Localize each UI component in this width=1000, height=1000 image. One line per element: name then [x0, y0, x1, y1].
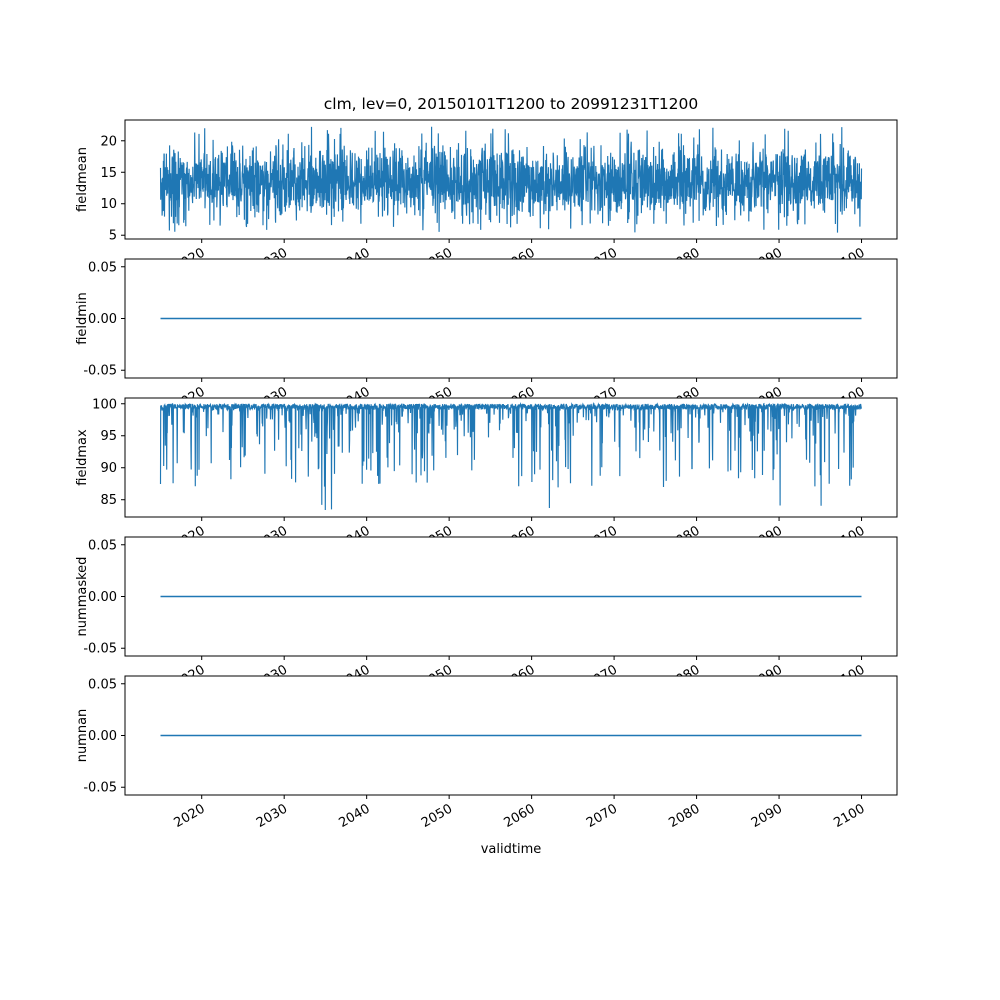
x-tick-label: 2030 — [254, 801, 290, 831]
y-tick-label: 0.00 — [88, 729, 117, 744]
x-tick-label: 2100 — [831, 662, 867, 692]
x-tick-label: 2060 — [501, 384, 537, 414]
x-tick-label: 2030 — [254, 523, 290, 553]
y-axis-title-fieldmean: fieldmean — [75, 147, 90, 212]
axes-background — [125, 398, 897, 517]
x-tick-label: 2050 — [419, 662, 455, 692]
x-tick-label: 2030 — [254, 662, 290, 692]
x-tick-label: 2100 — [831, 384, 867, 414]
x-tick-label: 2060 — [501, 245, 537, 275]
chart-title: clm, lev=0, 20150101T1200 to 20991231T12… — [323, 95, 699, 113]
x-tick-label: 2070 — [584, 662, 620, 692]
y-tick-label: -0.05 — [83, 364, 117, 379]
x-tick-label: 2070 — [584, 245, 620, 275]
x-tick-label: 2050 — [419, 384, 455, 414]
y-tick-label: 20 — [100, 134, 117, 149]
x-tick-label: 2060 — [501, 523, 537, 553]
y-tick-label: 5 — [109, 229, 117, 244]
x-tick-label: 2040 — [337, 801, 373, 831]
axes-background — [125, 259, 897, 378]
y-tick-label: 0.00 — [88, 312, 117, 327]
x-tick-label: 2090 — [749, 662, 785, 692]
x-tick-label: 2070 — [584, 801, 620, 831]
x-tick-label: 2080 — [666, 384, 702, 414]
y-tick-label: -0.05 — [83, 781, 117, 796]
y-tick-label: 0.05 — [88, 538, 117, 553]
x-tick-label: 2100 — [831, 523, 867, 553]
x-tick-label: 2040 — [337, 662, 373, 692]
y-tick-label: 0.05 — [88, 260, 117, 275]
series-line-fieldmean — [159, 126, 863, 233]
x-tick-label: 2090 — [749, 245, 785, 275]
y-axis-title-nummasked: nummasked — [75, 557, 90, 637]
x-axis-label: validtime — [480, 842, 542, 857]
y-tick-label: 90 — [100, 461, 117, 476]
axes-spines — [124, 119, 898, 240]
x-tick-label: 2020 — [172, 245, 208, 275]
axes-spines — [124, 675, 898, 796]
series-line-fieldmax — [159, 401, 862, 511]
y-tick-label: 85 — [100, 493, 117, 508]
x-tick-label: 2030 — [254, 245, 290, 275]
x-tick-label: 2100 — [831, 245, 867, 275]
x-tick-label: 2030 — [254, 384, 290, 414]
x-tick-label: 2080 — [666, 523, 702, 553]
y-tick-label: 0.00 — [88, 590, 117, 605]
axes-spines — [124, 397, 898, 518]
x-tick-label: 2050 — [419, 245, 455, 275]
x-tick-label: 2040 — [337, 245, 373, 275]
x-tick-label: 2020 — [172, 523, 208, 553]
y-tick-label: 100 — [92, 397, 117, 412]
x-tick-label: 2080 — [666, 245, 702, 275]
x-tick-label: 2090 — [749, 523, 785, 553]
x-tick-label: 2100 — [831, 801, 867, 831]
x-tick-label: 2040 — [337, 523, 373, 553]
x-tick-label: 2050 — [419, 801, 455, 831]
x-tick-label: 2090 — [749, 801, 785, 831]
y-tick-label: 10 — [100, 197, 117, 212]
x-tick-label: 2080 — [666, 801, 702, 831]
y-tick-label: 0.05 — [88, 677, 117, 692]
y-tick-label: -0.05 — [83, 642, 117, 657]
y-tick-label: 15 — [100, 166, 117, 181]
y-axis-title-numnan: numnan — [75, 709, 90, 763]
axes-spines — [124, 258, 898, 379]
axes-spines — [124, 536, 898, 657]
y-tick-label: 95 — [100, 429, 117, 444]
x-tick-label: 2050 — [419, 523, 455, 553]
x-tick-label: 2080 — [666, 662, 702, 692]
x-tick-label: 2060 — [501, 662, 537, 692]
x-tick-label: 2020 — [172, 662, 208, 692]
x-tick-label: 2060 — [501, 801, 537, 831]
x-tick-label: 2090 — [749, 384, 785, 414]
y-axis-title-fieldmin: fieldmin — [75, 292, 90, 345]
y-axis-title-fieldmax: fieldmax — [75, 429, 90, 486]
axes-background — [125, 537, 897, 656]
x-tick-label: 2070 — [584, 523, 620, 553]
axes-background — [125, 676, 897, 795]
x-tick-label: 2040 — [337, 384, 373, 414]
x-tick-label: 2020 — [172, 384, 208, 414]
x-tick-label: 2020 — [172, 801, 208, 831]
x-tick-label: 2070 — [584, 384, 620, 414]
axes-background — [125, 120, 897, 239]
